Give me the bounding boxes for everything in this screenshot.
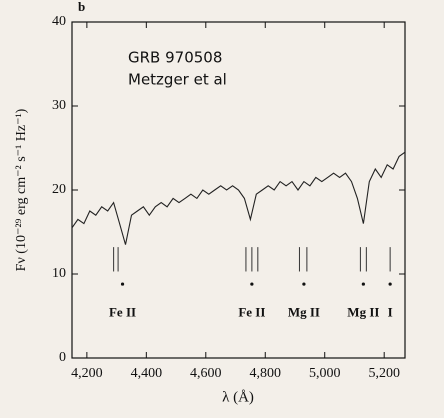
x-tick-label: 4,200 [71, 366, 103, 381]
x-tick-label: 5,000 [309, 366, 341, 381]
y-tick-label: 40 [52, 14, 66, 29]
y-tick-label: 20 [52, 182, 66, 197]
x-tick-label: 4,400 [131, 366, 163, 381]
feature-dot [250, 282, 254, 286]
x-tick-label: 4,600 [190, 366, 222, 381]
feature-label: Mg II [347, 304, 379, 319]
x-axis-label: λ (Å) [222, 389, 254, 405]
annotation: Metzger et al [128, 71, 227, 89]
feature-dot [388, 282, 392, 286]
panel-label: b [78, 0, 85, 14]
x-tick-label: 4,800 [250, 366, 282, 381]
x-tick-label: 5,200 [368, 366, 400, 381]
annotation: GRB 970508 [128, 49, 222, 67]
feature-label: Fe II [109, 304, 136, 319]
spectrum-line [71, 151, 406, 245]
y-tick-label: 10 [52, 266, 66, 281]
feature-label: I [388, 304, 393, 319]
y-axis-label: Fν (10⁻²⁹ erg cm⁻² s⁻¹ Hz⁻¹) [14, 108, 29, 271]
y-tick-label: 30 [52, 98, 66, 113]
feature-label: Fe II [238, 304, 265, 319]
feature-dot [120, 282, 125, 286]
feature-label: Mg II [288, 304, 320, 319]
y-tick-label: 0 [59, 350, 66, 365]
feature-dot [361, 282, 365, 286]
feature-dot [302, 282, 306, 286]
